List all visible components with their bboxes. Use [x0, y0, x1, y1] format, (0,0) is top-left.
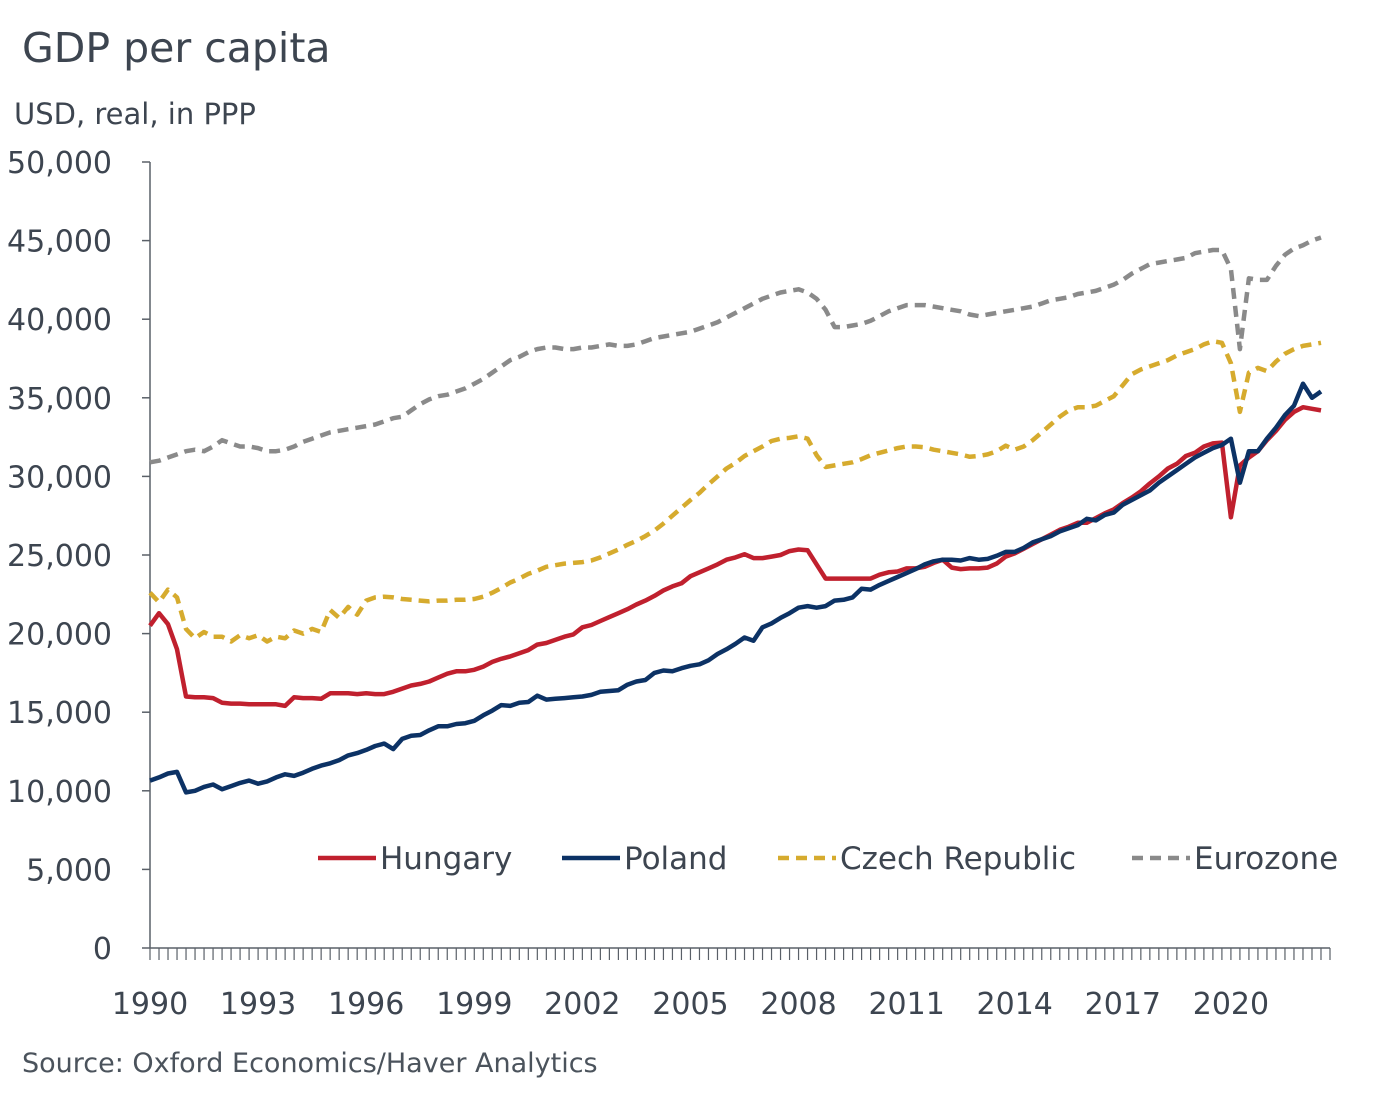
y-tick-label: 50,000: [7, 146, 112, 181]
x-tick-label: 2017: [1085, 987, 1161, 1022]
series-line-eurozone: [149, 235, 1322, 465]
x-tick-label: 1996: [328, 987, 404, 1022]
y-tick-label: 30,000: [7, 460, 112, 495]
axes: 0 5,000 10,000 15,000 20,000 25,000 30,000 35,0…: [7, 146, 1331, 1022]
x-tick-label: 2011: [868, 987, 944, 1022]
y-tick-label: 25,000: [7, 539, 112, 574]
x-tick-label: 2008: [760, 987, 836, 1022]
x-tick-label: 1993: [220, 987, 296, 1022]
chart-title: GDP per capita: [22, 24, 331, 72]
legend-label-hungary: Hungary: [380, 841, 512, 877]
series-lines: [148, 235, 1323, 795]
series-line-poland: [149, 381, 1323, 795]
x-tick-label: 2020: [1193, 987, 1269, 1022]
y-tick-label: 5,000: [26, 853, 112, 888]
y-tick-label: 20,000: [7, 618, 112, 653]
y-tick-label: 10,000: [7, 775, 112, 810]
legend-label-poland: Poland: [624, 841, 728, 877]
x-tick-label: 2005: [652, 987, 728, 1022]
y-axis-unit-label: USD, real, in PPP: [14, 97, 256, 131]
series-line-czech-republic: [148, 338, 1322, 644]
x-tick-label: 1999: [436, 987, 512, 1022]
x-tick-label: 2014: [977, 987, 1053, 1022]
legend-label-eurozone: Eurozone: [1194, 841, 1338, 877]
legend-label-czech-republic: Czech Republic: [840, 841, 1076, 877]
y-tick-label: 40,000: [7, 303, 112, 338]
y-tick-label: 15,000: [7, 696, 112, 731]
y-tick-label: 35,000: [7, 382, 112, 417]
y-tick-label: 45,000: [7, 225, 112, 260]
x-tick-label: 2002: [544, 987, 620, 1022]
legend: Hungary Poland Czech Republic Eurozone: [318, 841, 1338, 877]
series-line-hungary: [148, 404, 1322, 709]
x-tick-label: 1990: [112, 987, 188, 1022]
y-tick-label: 0: [93, 932, 112, 967]
source-note: Source: Oxford Economics/Haver Analytics: [22, 1048, 598, 1079]
